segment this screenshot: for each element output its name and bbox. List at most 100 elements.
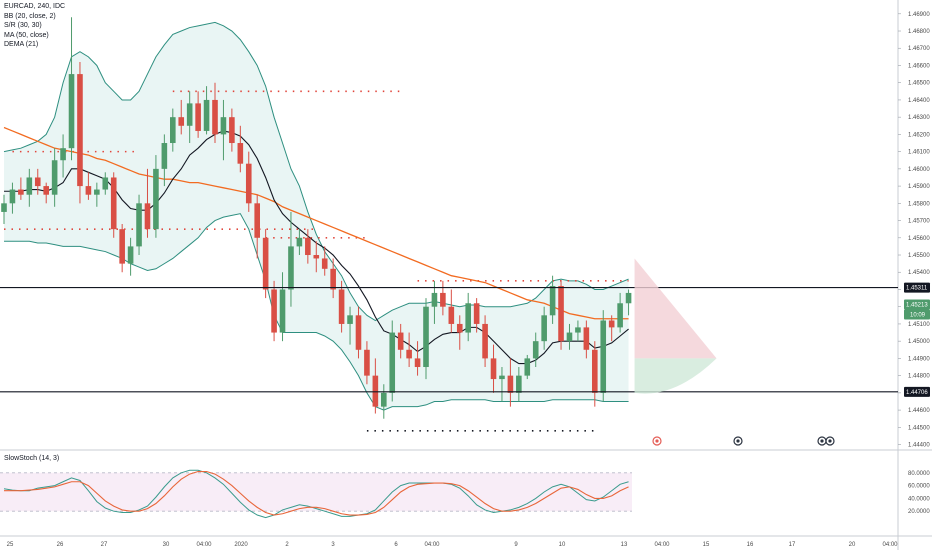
- price-axis[interactable]: 1.444001.445001.446001.447001.448001.449…: [898, 12, 930, 515]
- candle-body: [170, 117, 176, 144]
- candle-body: [203, 99, 210, 131]
- candle-body: [212, 99, 218, 135]
- candle: [296, 229, 303, 256]
- time-tick-label: 04:00: [196, 542, 212, 548]
- candle: [321, 246, 328, 276]
- candle-body: [110, 177, 117, 230]
- ma-legend[interactable]: MA (50, close): [4, 31, 49, 39]
- candle: [94, 182, 100, 207]
- candle-body: [34, 177, 41, 187]
- candle: [153, 155, 159, 238]
- candle: [288, 211, 294, 307]
- candle-body: [321, 258, 328, 269]
- candle-body: [51, 160, 58, 195]
- candle-body: [364, 349, 370, 376]
- candle: [203, 86, 210, 135]
- candle-body: [524, 358, 531, 376]
- candle-body: [68, 74, 75, 149]
- candle-body: [549, 286, 556, 316]
- price-tick-label: 1.44800: [908, 374, 930, 380]
- candle-body: [313, 255, 320, 259]
- candlestick-series[interactable]: [1, 17, 632, 419]
- stochastic-panel: [0, 469, 632, 519]
- candle: [364, 341, 370, 385]
- candle: [144, 168, 151, 238]
- candle-body: [532, 341, 539, 359]
- price-tick-label: 1.45600: [908, 236, 930, 242]
- price-tick-label: 1.46700: [908, 46, 930, 52]
- candle-body: [575, 327, 581, 333]
- candle-body: [355, 315, 362, 350]
- event-icons[interactable]: [652, 436, 835, 446]
- candle-body: [279, 289, 286, 333]
- bollinger-bands: [3, 21, 629, 411]
- resistance-tag-label: 1.45311: [906, 286, 928, 292]
- price-tick-label: 1.46500: [908, 81, 930, 87]
- bb-upper-line: [3, 21, 629, 322]
- candle-body: [229, 117, 235, 144]
- candle-body: [127, 246, 134, 264]
- candle: [195, 91, 201, 138]
- candle-body: [583, 327, 590, 350]
- candle: [524, 354, 531, 380]
- projection-lower: [634, 358, 717, 394]
- candle: [26, 168, 33, 207]
- projection-shape[interactable]: [634, 258, 717, 394]
- candle: [178, 99, 185, 135]
- candle: [516, 367, 522, 402]
- candle: [575, 320, 581, 342]
- stoch-tick-label: 40.0000: [908, 496, 930, 502]
- candle: [77, 62, 83, 204]
- candle: [127, 237, 134, 276]
- candle: [406, 332, 412, 368]
- stoch-tick-label: 60.0000: [908, 484, 930, 490]
- candle: [1, 194, 7, 224]
- candle: [271, 280, 277, 342]
- candle: [372, 358, 379, 414]
- candle-body: [195, 103, 201, 131]
- candle-body: [26, 177, 33, 195]
- price-tick-label: 1.45000: [908, 339, 930, 345]
- candle-body: [465, 303, 471, 333]
- candle: [456, 315, 463, 350]
- candle: [237, 125, 244, 173]
- stoch-legend[interactable]: SlowStoch (14, 3): [4, 455, 60, 462]
- candle-body: [516, 375, 522, 393]
- candle-body: [499, 375, 505, 380]
- candle: [608, 315, 615, 342]
- time-axis[interactable]: 25 26 27 30 04:00 2020 2 3 6 04:00 9 10 13 04:00 15 16 1…: [7, 542, 899, 548]
- candle: [397, 323, 404, 359]
- bb-legend[interactable]: BB (20, close, 2): [4, 12, 56, 20]
- candle: [482, 315, 488, 368]
- candle: [414, 341, 421, 376]
- candle: [583, 320, 590, 359]
- candle: [262, 229, 269, 299]
- candle: [558, 280, 564, 350]
- countdown-label: 10:09: [910, 312, 926, 318]
- event-icon-dot: [736, 439, 740, 443]
- horizontal-lines[interactable]: [0, 286, 898, 393]
- candle: [541, 306, 547, 350]
- sr-legend[interactable]: S/R (30, 30): [4, 22, 42, 29]
- candle: [43, 182, 49, 204]
- price-tags: 1.45311 1.45213 10:09 1.44706: [904, 282, 930, 397]
- candle-body: [161, 143, 168, 169]
- dema-legend[interactable]: DEMA (21): [4, 41, 39, 48]
- candle-body: [254, 203, 260, 238]
- candle: [347, 306, 353, 345]
- candle: [51, 148, 58, 207]
- candle: [490, 344, 497, 393]
- candle-body: [592, 349, 598, 393]
- event-icon-dot: [820, 439, 824, 443]
- ma50-line: [3, 126, 629, 320]
- current-price-tag-label: 1.45213: [906, 302, 928, 308]
- current-price-tag-bg: [904, 299, 930, 310]
- price-tick-label: 1.45900: [908, 184, 930, 190]
- sr-levels: [4, 90, 629, 432]
- price-tick-label: 1.46900: [908, 12, 930, 18]
- candle-body: [220, 117, 227, 135]
- time-tick-label: 3: [331, 542, 335, 548]
- symbol-title[interactable]: EURCAD, 240, IDC: [4, 3, 66, 10]
- candle: [423, 298, 429, 380]
